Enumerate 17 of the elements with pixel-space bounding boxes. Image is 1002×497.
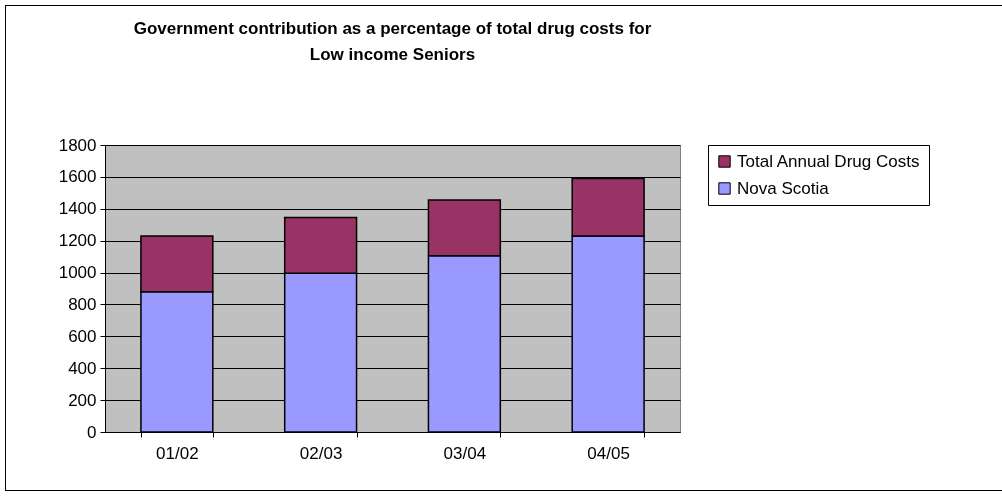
y-tick-label: 0	[87, 422, 97, 442]
x-tick-label: 04/05	[587, 443, 630, 463]
y-tick-label: 200	[68, 390, 97, 410]
y-tick-label: 600	[68, 326, 97, 346]
y-tick-label: 800	[68, 294, 97, 314]
y-tick-label: 1600	[58, 167, 97, 187]
y-tick-label: 1400	[58, 199, 97, 219]
y-tick-label: 1000	[58, 263, 97, 283]
x-tick-label: 03/04	[443, 443, 487, 463]
y-tick-label: 1800	[58, 135, 97, 155]
y-tick-label: 400	[68, 358, 97, 378]
x-tick-label: 02/03	[299, 443, 343, 463]
y-tick-label: 1200	[58, 231, 97, 251]
x-tick-label: 01/02	[156, 443, 199, 463]
chart-title: Government contribution as a percentage of total drug costs for Low income Seniors	[133, 19, 652, 64]
legend-label: Nova Scotia	[737, 178, 830, 198]
legend-label: Total Annual Drug Costs	[737, 151, 920, 171]
